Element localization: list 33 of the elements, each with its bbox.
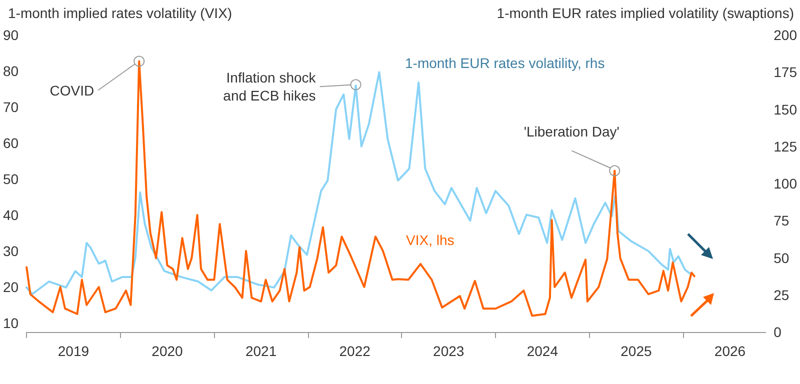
x-tick-label: 2021 bbox=[245, 343, 277, 359]
y-tick-label: 40 bbox=[2, 207, 19, 223]
x-tick-label: 2026 bbox=[714, 343, 746, 359]
x-tick-label: 2024 bbox=[526, 343, 558, 359]
series-label: VIX, lhs bbox=[406, 232, 454, 248]
y-tick-label: 80 bbox=[2, 63, 19, 79]
annotation: 'Liberation Day' bbox=[524, 124, 620, 140]
y-tick-label: 50 bbox=[2, 171, 19, 187]
x-tick-label: 2020 bbox=[152, 343, 184, 359]
y2-tick-label: 75 bbox=[774, 212, 790, 229]
y-tick-label: 30 bbox=[2, 243, 19, 259]
y2-tick-label: 125 bbox=[774, 138, 798, 154]
y-tick-label: 90 bbox=[2, 27, 19, 43]
annotation: Inflation shock and ECB hikes bbox=[223, 70, 317, 104]
x-tick-label: 2019 bbox=[58, 343, 90, 359]
y2-tick-label: 200 bbox=[774, 27, 798, 43]
y-tick-label: 20 bbox=[2, 279, 19, 295]
series-label: 1-month EUR rates volatility, rhs bbox=[405, 55, 605, 71]
y-tick-label: 70 bbox=[2, 99, 19, 115]
y2-tick-label: 150 bbox=[774, 101, 798, 118]
y-tick-label: 10 bbox=[2, 315, 19, 331]
y2-tick-label: 100 bbox=[774, 176, 798, 192]
y2-tick-label: 175 bbox=[774, 64, 798, 80]
y-axis-title: 1-month implied rates volatility (VIX) bbox=[8, 5, 232, 21]
y-tick-label: 60 bbox=[2, 135, 19, 151]
y2-tick-label: 0 bbox=[774, 324, 782, 340]
x-tick-label: 2023 bbox=[433, 343, 464, 359]
y2-tick-label: 25 bbox=[774, 286, 790, 303]
y2-axis-title: 1-month EUR rates implied volatility (swaptions) bbox=[496, 5, 794, 21]
x-tick-label: 2022 bbox=[339, 343, 371, 359]
annotation: COVID bbox=[50, 82, 94, 98]
x-tick-label: 2025 bbox=[620, 343, 652, 359]
y2-tick-label: 50 bbox=[774, 250, 790, 266]
